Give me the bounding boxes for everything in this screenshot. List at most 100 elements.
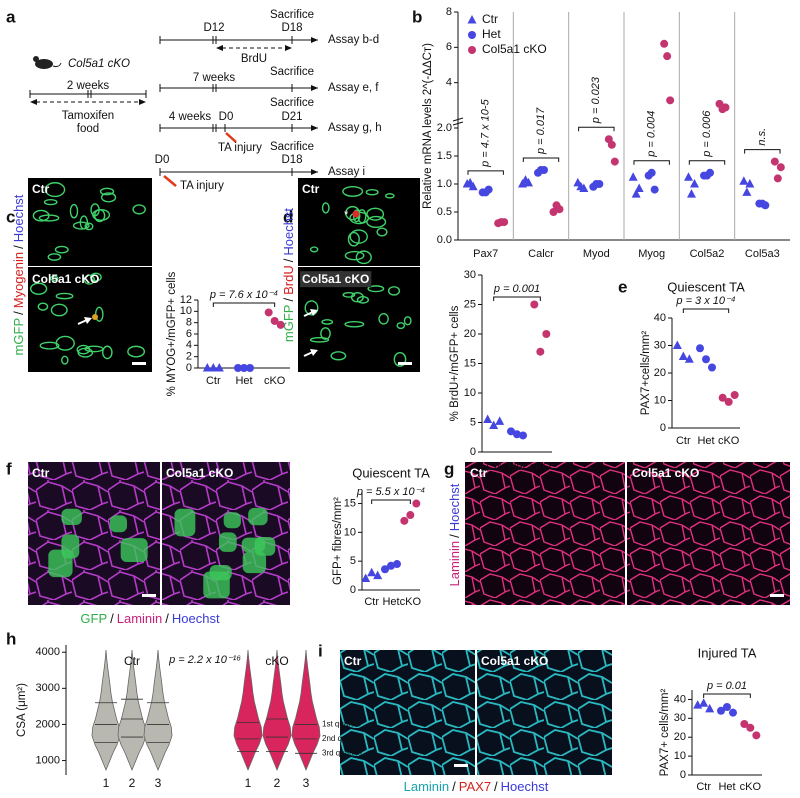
cell [69,203,79,219]
violin [291,649,321,772]
point [367,567,377,577]
panel-label: b [412,7,422,26]
x-tick-label: Col5a3 [745,248,780,260]
point [555,205,564,214]
y-tick-label: 20 [464,328,476,340]
asterisk: * [344,209,349,221]
cell [89,272,102,282]
cell [92,208,111,221]
injury: TA injury [180,180,224,192]
point [513,430,521,439]
cell [102,345,113,360]
y-axis-label: PAX7+ cells/mm² [659,689,671,777]
point [610,157,619,166]
violin [91,649,121,772]
point [507,427,515,436]
bracket [682,308,730,313]
cell [387,286,401,296]
point [729,708,737,717]
y-tick-label: 0 [470,446,476,458]
micrograph-texture [465,462,625,605]
x-tick-label: Het [235,375,252,387]
point [634,183,644,192]
x-tick-label: 3 [155,776,162,790]
cell [29,282,48,295]
y-tick-label: 1.0 [437,178,452,190]
point [705,703,715,713]
point [730,391,739,399]
cell [344,250,365,261]
x-tick-label: Het [697,435,714,447]
x-tick-label: cKO [718,435,740,447]
y-tick-label: 8 [446,6,452,18]
y-tick-label: 15 [464,357,476,369]
stain-name: / [447,534,462,538]
cell [355,250,372,265]
timepoint: 4 weeks [169,111,211,123]
chart-title: Injured TA [698,645,757,660]
timepoint: D18 [281,154,302,166]
x-tick-label: Het [382,596,399,608]
gfp-fibre [248,507,268,526]
micrograph [28,178,152,266]
cell [39,341,60,350]
violin [143,649,173,772]
scale-bar [454,764,468,767]
y-axis-label: PAX7+cells/mm² [640,331,652,416]
point [483,414,493,424]
p-value: p = 2.2 x 10⁻¹⁶ [168,654,241,666]
y-tick-label: 30 [654,339,666,351]
x-tick-label: 1 [245,776,252,790]
point [666,96,675,105]
stain-name: / [281,298,296,302]
point [752,731,761,740]
y-tick-label: 0 [350,584,356,596]
x-tick-label: Ctr [364,596,379,608]
stain-name: / [281,258,296,262]
point [746,723,755,732]
micrograph-label: Ctr [32,466,50,480]
point [718,393,727,402]
p-value: p = 0.001 [493,283,540,295]
panel-label: e [618,277,627,296]
micrograph-texture [340,650,475,775]
schematic: Col5a1 cKO 2 weeks Tamoxifen food D12 D1… [29,9,382,192]
gfp-fibre [223,512,241,529]
cell [44,182,66,198]
micrograph-label: Col5a1 cKO [166,466,233,480]
quartile-label: 2nd quartile [322,734,364,743]
gfp-fibre [209,565,232,581]
point [540,166,548,174]
group-label: Ctr [124,654,140,668]
point [628,172,638,181]
stain-label: GFP / Laminin / Hoechst [80,611,220,626]
stain-name: / [11,311,26,315]
timeline [159,84,318,92]
timeline [159,168,318,176]
stain-label: mGFP / BrdU / Hoechst [281,208,296,343]
injury-arrow [225,132,237,143]
y-tick-label: 15 [344,497,356,509]
x-tick-label: 2 [274,776,281,790]
p-value: n.s. [756,128,768,146]
point [387,561,395,570]
stain-label: mGFP / Myogenin / Hoechst [11,194,26,355]
y-tick-label: 0 [680,769,686,781]
micrograph-label: Ctr [470,466,488,480]
panel-label: c [6,207,15,226]
point [721,103,730,112]
timepoint: D12 [203,22,224,34]
timepoint: D0 [219,111,234,123]
bracket [371,499,411,504]
mouse-label: Col5a1 cKO [68,58,130,70]
point [745,179,755,188]
x-tick-label: Het [718,781,735,793]
y-axis-label: % MYOG+/mGFP+ cells [166,271,178,396]
micrograph-texture [627,462,790,605]
x-tick-label: Ctr [676,435,691,447]
point [530,300,539,309]
point [264,308,273,317]
point [699,698,709,707]
group-label: cKO [265,654,288,668]
y-tick-label: 40 [674,693,686,705]
